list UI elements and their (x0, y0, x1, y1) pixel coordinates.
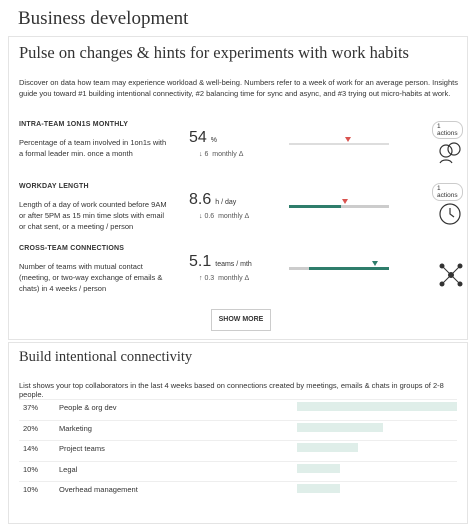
metric-value: 54 (189, 129, 207, 146)
metric-row: CROSS-TEAM CONNECTIONS Number of teams w… (19, 245, 463, 305)
metric-name: CROSS-TEAM CONNECTIONS (19, 245, 125, 252)
row-name: Legal (59, 464, 78, 474)
gauge (289, 137, 389, 145)
row-percent: 20% (23, 423, 39, 433)
metric-row: INTRA-TEAM 1ON1S MONTHLY Percentage of a… (19, 121, 463, 181)
metric-value: 8.6 (189, 191, 212, 208)
change-label: monthly Δ (212, 151, 244, 158)
row-separator (19, 419, 457, 421)
page: Business development Pulse on changes & … (8, 8, 468, 524)
row-percent: 10% (23, 485, 39, 495)
row-percent: 37% (23, 403, 39, 412)
icon (439, 263, 463, 287)
row-bar (297, 422, 384, 432)
row-percent: 14% (23, 444, 39, 454)
actions-badge[interactable]: 1 actions (432, 121, 463, 139)
icon (439, 142, 461, 164)
card-title: Pulse on changes & hints for experiments… (19, 43, 409, 62)
row-name: Overhead management (59, 485, 138, 495)
row-bar (297, 402, 457, 411)
change-label: monthly Δ (218, 275, 250, 282)
metric-description: Percentage of a team involved in 1on1s w… (19, 138, 167, 158)
change-label: monthly Δ (218, 213, 250, 220)
row-separator (19, 440, 457, 442)
row-name: People & org dev (59, 403, 117, 412)
card-description: List shows your top collaborators in the… (19, 381, 444, 399)
metric-change: ↑ 0.3 (199, 275, 215, 282)
card-description: Discover on data how team may experience… (19, 78, 458, 98)
metric-description: Length of a day of work counted before 9… (19, 200, 167, 231)
row-separator (19, 399, 457, 400)
metric-change: ↓ 0.6 (199, 213, 215, 220)
metric-row: WORKDAY LENGTH Length of a day of work c… (19, 183, 463, 243)
metric-change: ↓ 6 (199, 151, 209, 158)
metric-value: 5.1 (189, 253, 212, 270)
row-separator (19, 460, 457, 462)
row-percent: 10% (23, 464, 39, 474)
metric-description: Number of teams with mutual contact (mee… (19, 262, 163, 293)
card-title: Build intentional connectivity (19, 349, 193, 365)
row-separator (19, 481, 457, 483)
connectivity-card: Build intentional connectivity List show… (8, 342, 468, 524)
metric-unit: % (210, 137, 218, 144)
pulse-card: Pulse on changes & hints for experiments… (8, 36, 468, 340)
row-bar (297, 484, 341, 494)
gauge (289, 199, 389, 208)
metric-unit: h / day (215, 199, 237, 206)
row-bar (297, 463, 341, 473)
row-name: Project teams (59, 444, 105, 454)
row-bar (297, 443, 358, 453)
page-title: Business development (18, 8, 189, 29)
show-more-button[interactable]: SHOW MORE (211, 309, 271, 331)
metric-name: INTRA-TEAM 1ON1S MONTHLY (19, 121, 129, 128)
actions-badge[interactable]: 1 actions (432, 183, 463, 201)
row-name: Marketing (59, 423, 92, 433)
gauge (289, 261, 389, 270)
metric-name: WORKDAY LENGTH (19, 183, 89, 190)
icon (439, 203, 461, 225)
metric-unit: teams / mth (215, 261, 252, 268)
